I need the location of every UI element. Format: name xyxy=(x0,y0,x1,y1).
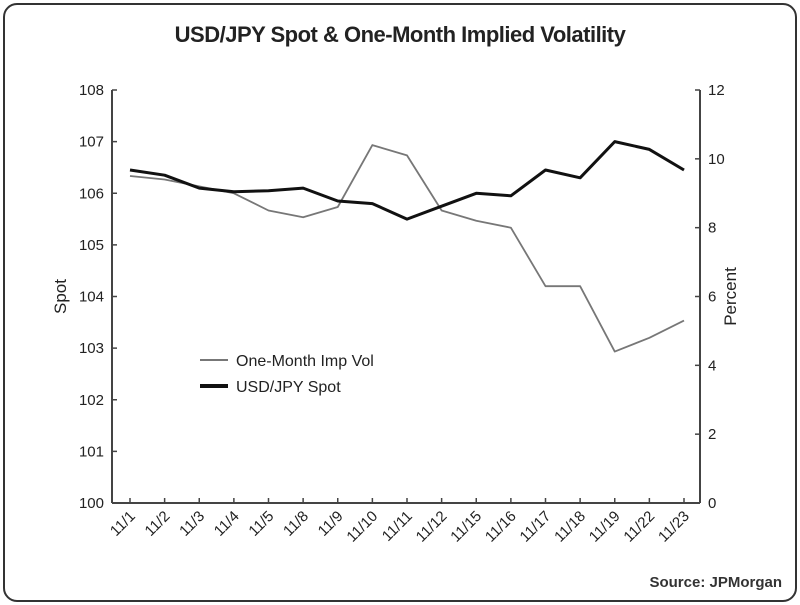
chart-title: USD/JPY Spot & One-Month Implied Volatil… xyxy=(174,22,626,47)
x-tick-label: 11/15 xyxy=(447,508,485,546)
x-tick-label: 11/18 xyxy=(551,508,589,546)
left-tick-label: 101 xyxy=(79,443,104,460)
right-tick-label: 2 xyxy=(708,426,716,443)
left-tick-label: 105 xyxy=(79,237,104,254)
left-tick-label: 100 xyxy=(79,495,104,512)
chart-frame xyxy=(3,3,797,602)
x-tick-label: 11/3 xyxy=(176,508,208,540)
right-tick-label: 10 xyxy=(708,151,725,168)
left-tick-label: 107 xyxy=(79,134,104,151)
x-tick-label: 11/12 xyxy=(413,508,451,546)
series-line-spot xyxy=(129,140,685,221)
x-tick-label: 11/1 xyxy=(107,508,139,540)
series-line-imp-vol xyxy=(129,144,685,353)
x-tick-label: 11/2 xyxy=(142,508,174,540)
x-tick-label: 11/9 xyxy=(315,508,347,540)
x-tick-label: 11/8 xyxy=(280,508,312,540)
left-tick-label: 103 xyxy=(79,340,104,357)
x-tick-label: 11/16 xyxy=(482,508,520,546)
x-tick-label: 11/4 xyxy=(211,508,243,540)
right-tick-label: 8 xyxy=(708,220,716,237)
left-tick-label: 104 xyxy=(79,289,104,306)
x-tick-label: 11/19 xyxy=(586,508,624,546)
left-tick-label: 108 xyxy=(79,82,104,99)
right-axis-label: Percent xyxy=(721,267,740,326)
x-tick-label: 11/11 xyxy=(379,508,416,545)
legend-label: USD/JPY Spot xyxy=(236,379,341,396)
left-tick-label: 102 xyxy=(79,392,104,409)
right-tick-label: 0 xyxy=(708,495,716,512)
x-tick-label: 11/23 xyxy=(655,508,693,546)
right-tick-label: 4 xyxy=(708,357,716,374)
x-tick-label: 11/10 xyxy=(343,508,381,546)
right-tick-label: 12 xyxy=(708,82,725,99)
x-tick-label: 11/5 xyxy=(245,508,277,540)
x-tick-label: 11/17 xyxy=(517,508,555,546)
source-note: Source: JPMorgan xyxy=(649,574,782,591)
legend-label: One-Month Imp Vol xyxy=(236,353,374,370)
left-tick-label: 106 xyxy=(79,185,104,202)
right-tick-label: 6 xyxy=(708,289,716,306)
left-axis-label: Spot xyxy=(51,279,70,314)
x-tick-label: 11/22 xyxy=(620,508,658,546)
